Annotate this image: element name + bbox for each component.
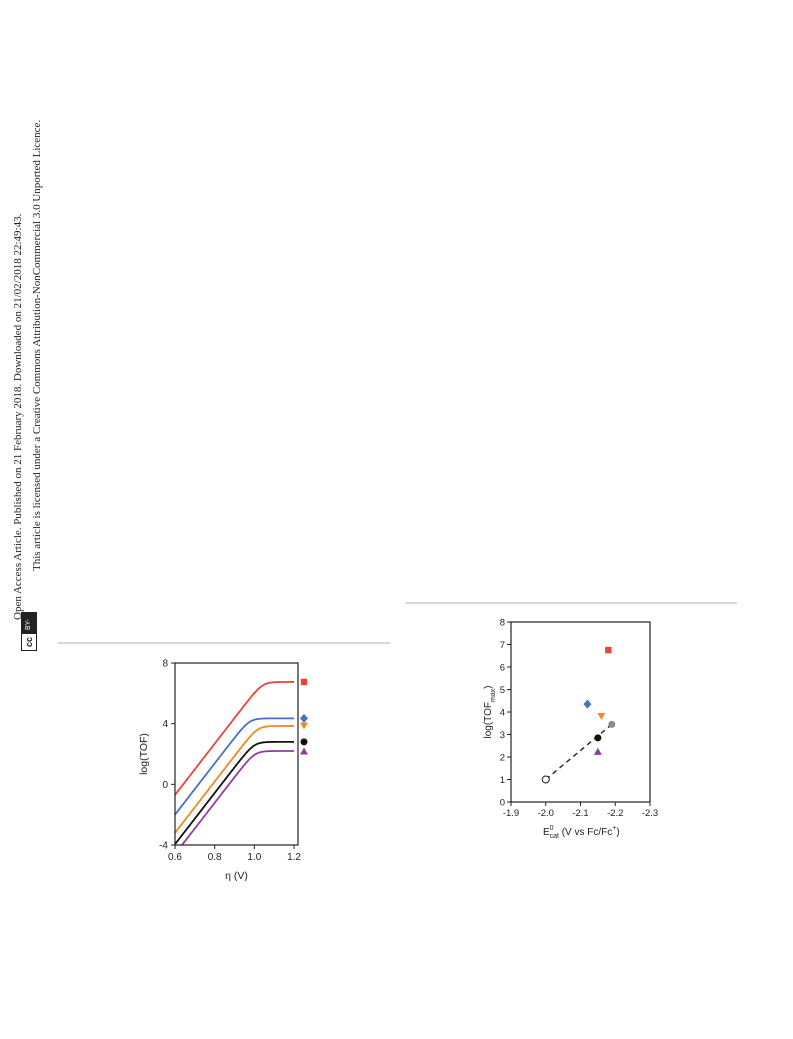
divider-left — [58, 642, 390, 644]
data-point-3 — [608, 720, 616, 728]
series-end-marker-4 — [300, 747, 308, 755]
data-point-6 — [541, 775, 550, 784]
series-line-4 — [180, 750, 295, 845]
y-tick-label-3: 3 — [500, 730, 505, 741]
divider-right — [405, 602, 737, 604]
plot-frame — [174, 662, 299, 846]
x-tick-label-2: -2.1 — [572, 808, 588, 819]
y-tick-label-5: 5 — [500, 685, 505, 696]
data-point-5 — [593, 747, 602, 755]
series-end-marker-2 — [300, 722, 308, 730]
series-line-3 — [175, 740, 295, 845]
series-line-0 — [175, 681, 295, 796]
y-tick-label-2: 2 — [500, 753, 505, 764]
x-tick-label-1: 0.8 — [208, 852, 222, 863]
data-point-0 — [605, 646, 612, 654]
data-point-4 — [594, 734, 602, 742]
series-end-marker-1 — [300, 713, 308, 723]
tofmax-vs-potential-chart: 0 1 2 3 4 5 6 7 8 -1.9 -2.0 -2.1 -2.2 -2.3 E0 cat (V vs… — [483, 618, 658, 841]
x-axis-label: E0 cat (V vs Fc/Fc+) — [543, 825, 620, 840]
curves-group — [175, 681, 295, 845]
y-tick-label-0: -4 — [159, 841, 168, 852]
x-tick-label-3: 1.2 — [287, 852, 301, 863]
y-tick-label-2: 4 — [162, 719, 168, 730]
y-axis-label: log(TOFmax) — [483, 685, 497, 738]
plot-frame — [510, 621, 651, 803]
y-axis-label: log(TOF) — [138, 733, 150, 775]
series-end-marker-0 — [300, 678, 308, 686]
y-tick-label-1: 0 — [162, 780, 168, 791]
x-tick-label-3: -2.2 — [607, 808, 623, 819]
y-tick-label-1: 1 — [500, 775, 505, 786]
y-tick-label-4: 4 — [500, 708, 505, 719]
x-tick-label-0: -1.9 — [503, 808, 519, 819]
y-tick-label-6: 6 — [500, 663, 505, 674]
x-tick-label-1: -2.0 — [538, 808, 554, 819]
x-axis-label: η (V) — [225, 870, 248, 882]
y-tick-label-8: 8 — [500, 618, 505, 629]
fit-line — [545, 723, 613, 781]
series-end-marker-3 — [300, 738, 308, 746]
y-tick-label-0: 0 — [500, 798, 505, 809]
series-line-1 — [175, 717, 295, 816]
tof-vs-overpotential-chart: -4 0 4 8 0.6 0.8 1.0 1.2 η (V) log(TOF) — [138, 659, 308, 882]
x-tick-label-2: 1.0 — [247, 852, 261, 863]
series-line-2 — [175, 725, 295, 834]
y-tick-label-7: 7 — [500, 640, 505, 651]
y-tick-label-3: 8 — [162, 659, 168, 670]
x-tick-label-4: -2.3 — [642, 808, 658, 819]
data-point-1 — [583, 699, 592, 709]
x-tick-label-0: 0.6 — [168, 852, 182, 863]
data-point-2 — [597, 713, 606, 720]
